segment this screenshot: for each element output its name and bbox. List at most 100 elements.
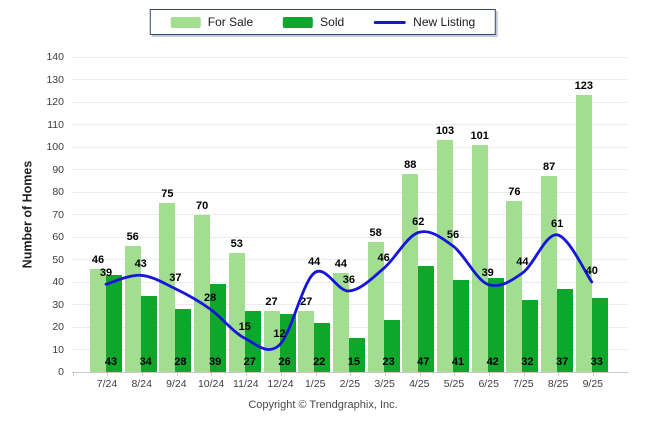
sold-value-label: 32 <box>521 356 534 368</box>
for-sale-value-label: 46 <box>91 253 105 266</box>
sold-value-label: 34 <box>139 356 152 368</box>
sold-value-label: 37 <box>555 356 569 368</box>
for-sale-value-label: 27 <box>300 296 313 309</box>
y-axis-tick-label: 10 <box>52 343 64 356</box>
y-gridline <box>72 146 628 148</box>
new-listing-value-label: 39 <box>99 267 113 280</box>
for-sale-value-label: 56 <box>126 231 139 243</box>
x-axis-tick <box>246 373 248 376</box>
y-axis-tick-label: 130 <box>46 73 64 86</box>
for-sale-bar <box>298 311 315 372</box>
sold-bar <box>348 338 365 372</box>
x-axis-tick-label: 11/24 <box>233 378 259 390</box>
x-axis-tick <box>523 373 525 376</box>
legend-label-sold: Sold <box>320 15 345 29</box>
x-axis-tick <box>107 373 109 376</box>
x-axis-tick <box>72 373 74 376</box>
sold-bar <box>210 284 227 372</box>
new-listing-value-label: 39 <box>481 267 494 280</box>
y-gridline <box>72 304 628 305</box>
x-axis-tick-label: 9/25 <box>582 378 604 390</box>
legend-item-for-sale: For Sale <box>170 15 254 29</box>
y-gridline <box>72 101 628 103</box>
y-axis-tick-label: 100 <box>46 141 64 153</box>
legend-item-sold: Sold <box>283 15 344 29</box>
new-listing-value-label: 36 <box>342 274 356 286</box>
x-axis-tick-label: 1/25 <box>304 378 326 390</box>
new-listing-value-label: 61 <box>550 217 564 230</box>
for-sale-bar <box>159 203 176 372</box>
x-axis-tick-label: 12/24 <box>267 378 294 390</box>
x-axis-tick-label: 6/25 <box>478 378 499 390</box>
for-sale-value-label: 70 <box>195 199 209 212</box>
for-sale-bar <box>90 268 106 372</box>
x-axis-tick <box>280 373 282 376</box>
sold-value-label: 47 <box>417 356 430 368</box>
y-gridline <box>72 169 628 170</box>
for-sale-bar <box>263 311 280 372</box>
for-sale-bar <box>402 174 419 372</box>
sold-bar <box>279 313 296 372</box>
for-sale-bar <box>367 241 384 372</box>
sold-value-label: 43 <box>104 356 118 368</box>
sold-value-label: 41 <box>451 356 465 368</box>
for-sale-value-label: 88 <box>404 159 417 171</box>
legend-label-for-sale: For Sale <box>207 15 254 29</box>
new-listing-line-path <box>104 230 594 351</box>
sold-bar <box>487 277 504 372</box>
sold-bar <box>140 295 157 372</box>
x-axis-tick <box>315 373 317 376</box>
new-listing-value-label: 37 <box>169 271 182 284</box>
x-axis-tick <box>558 373 560 376</box>
legend: For Sale Sold New Listing <box>149 9 497 35</box>
for-sale-value-label: 123 <box>574 80 593 93</box>
x-axis-tick <box>593 373 595 376</box>
y-axis-tick-label: 70 <box>52 208 64 221</box>
sold-bar <box>314 322 331 372</box>
sold-swatch-icon <box>283 16 314 28</box>
for-sale-value-label: 58 <box>369 226 382 239</box>
legend-item-new-listing: New Listing <box>374 15 475 29</box>
x-axis-tick <box>384 373 386 376</box>
sold-value-label: 23 <box>382 356 395 368</box>
y-gridline <box>72 79 628 80</box>
new-listing-value-label: 44 <box>308 256 321 268</box>
sold-value-label: 27 <box>243 356 256 368</box>
y-gridline <box>72 191 628 193</box>
x-axis-tick <box>350 373 352 376</box>
y-axis-tick-label: 60 <box>52 231 64 243</box>
x-axis-tick <box>419 373 421 376</box>
y-axis-tick-label: 120 <box>46 96 64 108</box>
for-sale-value-label: 76 <box>508 186 521 198</box>
new-listing-line <box>104 230 594 351</box>
y-gridline <box>72 259 628 260</box>
y-axis-tick-label: 40 <box>52 276 64 288</box>
sold-value-label: 15 <box>347 356 361 368</box>
for-sale-bar <box>437 140 453 372</box>
x-axis-tick <box>211 373 213 376</box>
for-sale-swatch-icon <box>170 16 201 28</box>
new-listing-value-label: 28 <box>203 292 217 304</box>
new-listing-value-label: 56 <box>446 229 460 241</box>
sold-bar <box>106 275 122 372</box>
sold-value-label: 42 <box>486 356 499 368</box>
for-sale-value-label: 53 <box>230 237 243 250</box>
sold-bar <box>175 309 192 372</box>
for-sale-bar <box>541 176 558 372</box>
sold-value-label: 26 <box>278 356 291 368</box>
for-sale-value-label: 101 <box>470 129 489 142</box>
for-sale-bar <box>506 201 523 372</box>
y-axis-tick-label: 50 <box>52 253 64 266</box>
sold-value-label: 28 <box>174 356 187 368</box>
x-axis-tick-label: 5/25 <box>443 378 465 390</box>
new-listing-value-label: 40 <box>585 265 598 277</box>
for-sale-value-label: 27 <box>265 296 278 309</box>
for-sale-bar <box>228 252 245 372</box>
new-listing-value-label: 12 <box>273 328 286 340</box>
for-sale-value-label: 103 <box>435 125 455 138</box>
sold-bar <box>418 266 435 372</box>
x-axis-tick <box>454 373 456 376</box>
new-listing-value-label: 15 <box>238 321 251 334</box>
new-listing-value-label: 46 <box>377 251 390 264</box>
